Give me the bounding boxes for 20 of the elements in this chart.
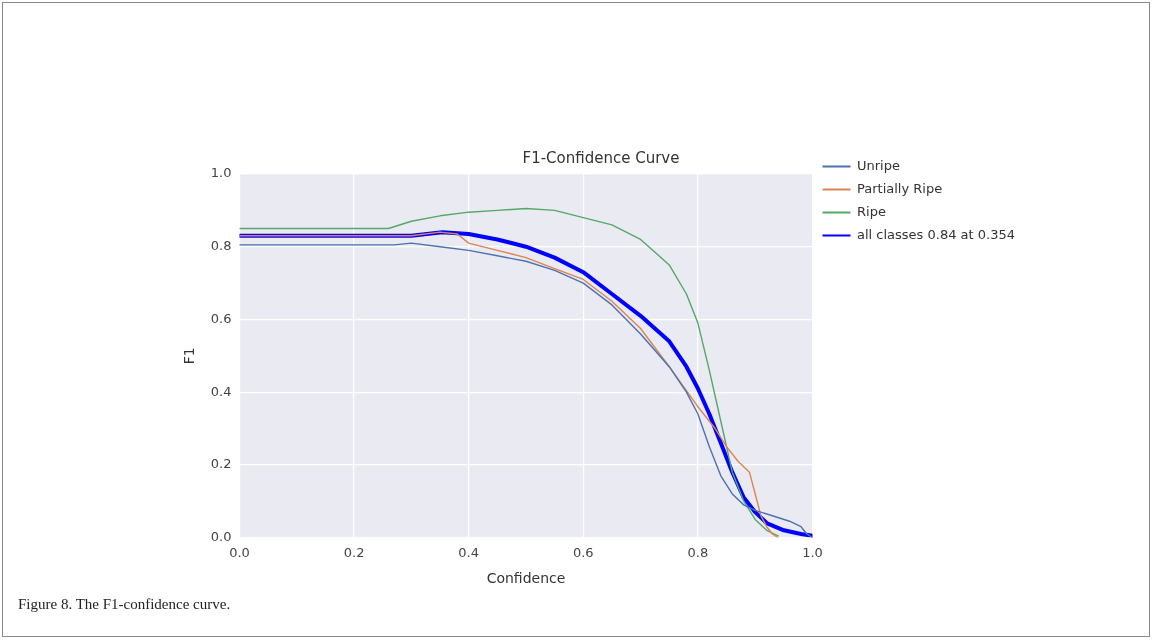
y-tick-label: 0.8	[210, 238, 232, 254]
chart-title: F1-Confidence Curve	[522, 148, 680, 167]
legend-label: Ripe	[857, 203, 886, 219]
y-tick-label: 0.0	[210, 528, 232, 544]
legend-label: Unripe	[857, 157, 900, 173]
legend-label: Partially Ripe	[857, 180, 943, 196]
legend-label: all classes 0.84 at 0.354	[857, 226, 1015, 242]
x-tick-label: 0.4	[458, 544, 480, 560]
y-tick-label: 0.2	[210, 456, 232, 472]
y-tick-label: 0.6	[210, 310, 232, 326]
x-tick-label: 0.6	[572, 544, 594, 560]
y-axis-title: F1	[181, 347, 198, 365]
x-tick-label: 0.2	[343, 544, 365, 560]
x-axis-title: Confidence	[486, 570, 566, 587]
caption: Figure 8. The F1-confidence curve.	[18, 596, 231, 613]
x-tick-label: 0.8	[687, 544, 709, 560]
x-tick-label: 1.0	[802, 544, 823, 560]
y-tick-label: 0.4	[210, 383, 232, 399]
y-tick-label: 1.0	[210, 165, 232, 181]
x-tick-label: 0.0	[229, 544, 250, 560]
